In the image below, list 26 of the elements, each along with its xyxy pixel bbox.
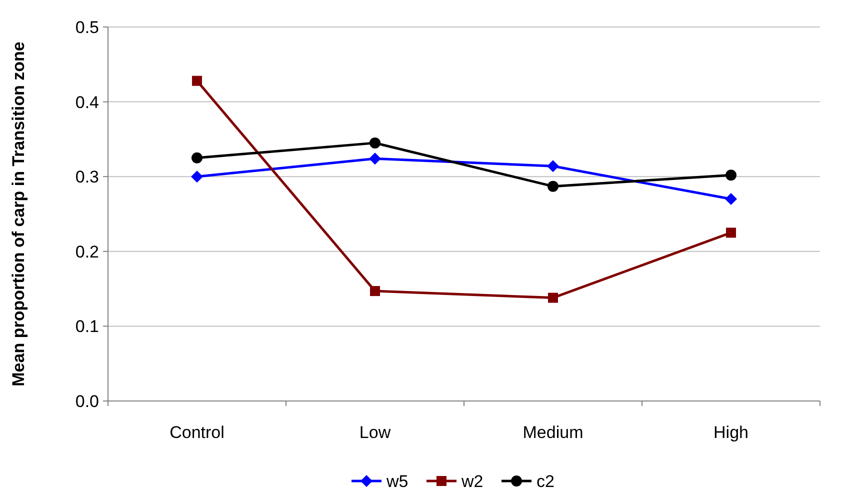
point — [726, 228, 736, 238]
point — [370, 137, 380, 148]
y-axis-title: Mean proportion of carp in Transition zone — [9, 42, 28, 386]
y-tick-label: 0.0 — [75, 392, 99, 411]
point — [192, 76, 202, 86]
point — [369, 152, 381, 165]
legend-label: w5 — [386, 472, 408, 491]
point — [548, 292, 558, 303]
y-tick-label: 0.3 — [75, 168, 99, 187]
x-tick-label: High — [714, 423, 748, 442]
y-tick-label: 0.4 — [75, 92, 99, 112]
legend-label: c2 — [536, 472, 554, 491]
x-tick-label: Control — [170, 423, 224, 442]
point — [370, 286, 380, 296]
point — [192, 152, 202, 164]
point — [548, 180, 558, 192]
x-tick-label: Low — [359, 423, 392, 442]
point — [726, 170, 736, 181]
point — [547, 160, 559, 172]
legend-label: w2 — [460, 472, 484, 491]
y-tick-label: 0.5 — [75, 18, 99, 37]
point — [191, 170, 203, 183]
point — [725, 193, 737, 206]
x-tick-label: Medium — [522, 423, 584, 442]
y-tick-label: 0.2 — [75, 242, 99, 262]
y-tick-label: 0.1 — [75, 317, 99, 336]
